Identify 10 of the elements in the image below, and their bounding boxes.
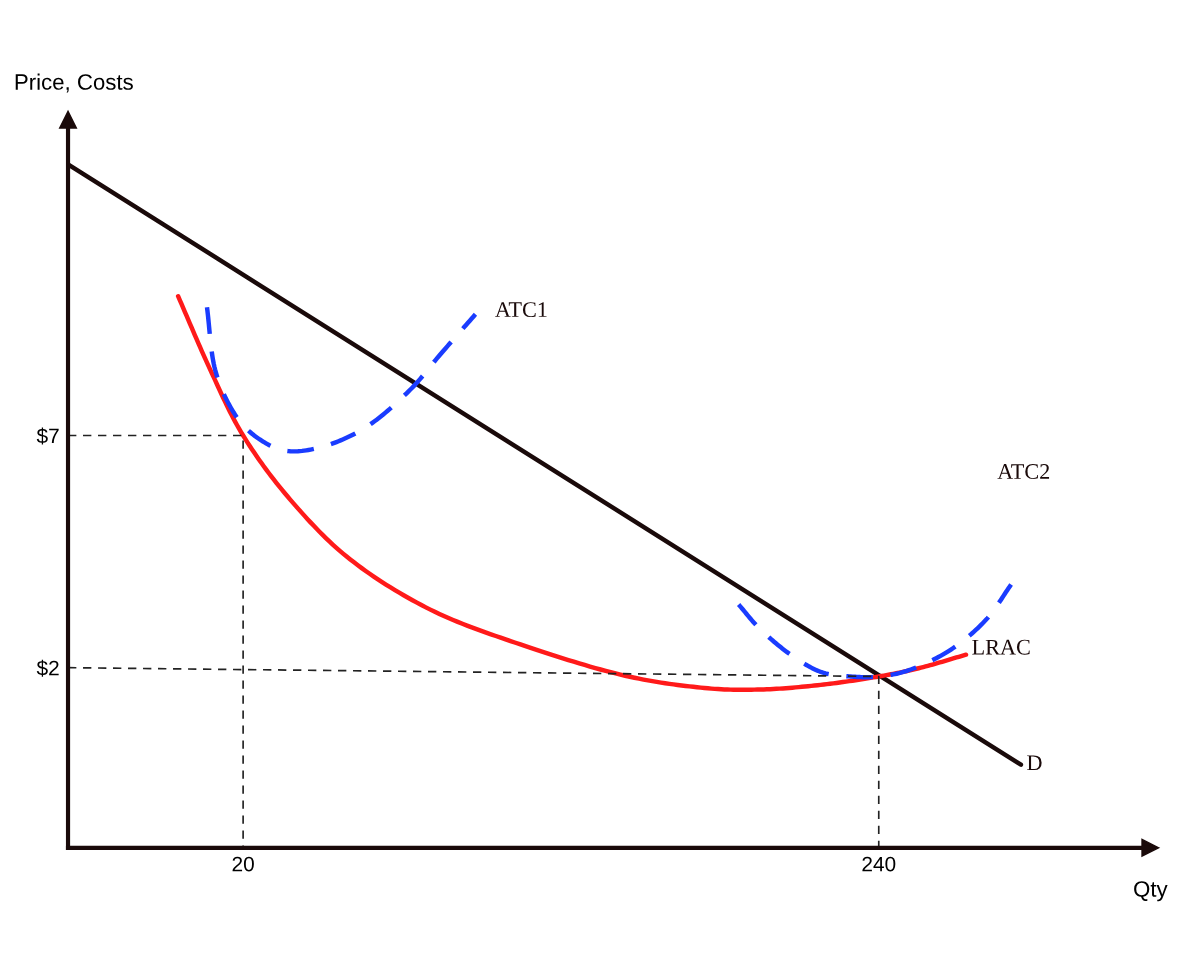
- series-label: ATC1: [495, 302, 547, 318]
- x-tick-label: 20: [232, 856, 254, 872]
- y-axis-title: Price, Costs: [15, 73, 133, 93]
- x-tick-label: 240: [862, 856, 896, 872]
- x-axis-title: Qty: [1134, 881, 1168, 902]
- series-label: LRAC: [972, 639, 1030, 655]
- y-tick-label: $7: [36, 427, 59, 445]
- y-tick-label: $2: [36, 659, 59, 677]
- series-label: D: [1027, 755, 1042, 771]
- text: ATC2: [997, 464, 1050, 479]
